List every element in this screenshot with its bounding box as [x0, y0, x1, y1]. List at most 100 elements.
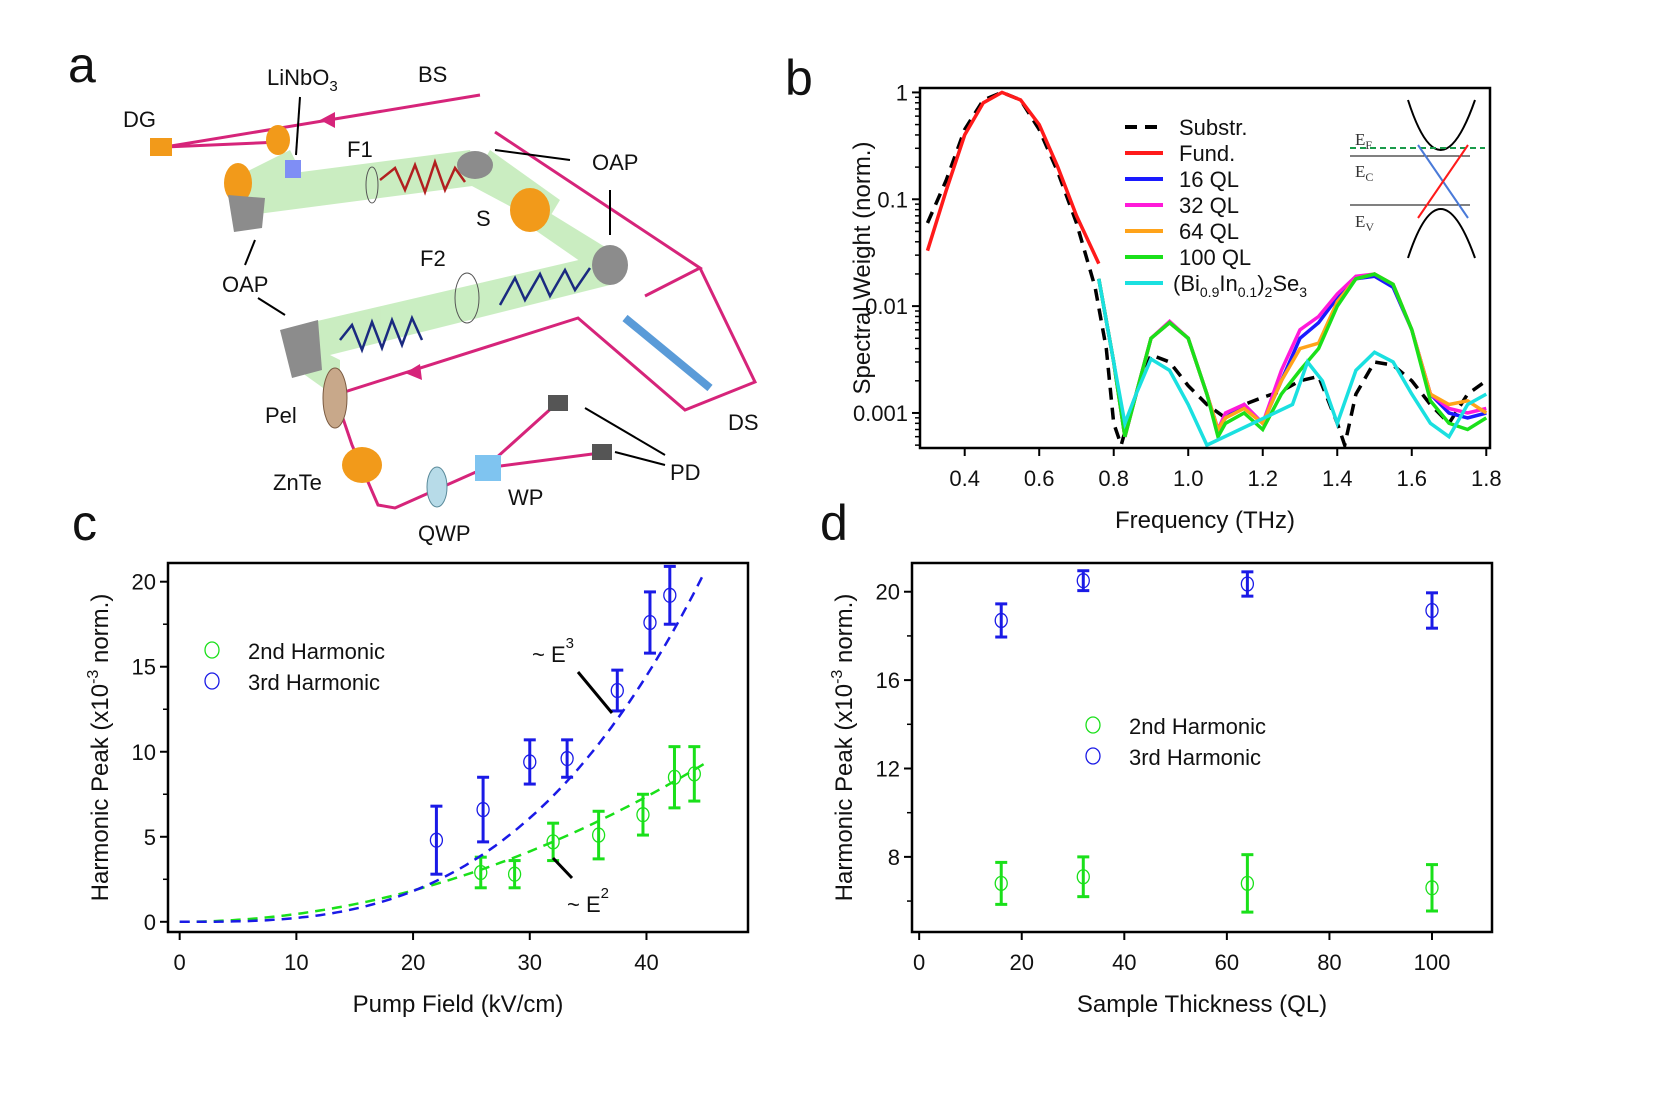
label-oap-right: OAP	[592, 150, 638, 175]
legend-label-part: Se	[1272, 271, 1299, 296]
oap-mirror	[457, 151, 493, 179]
inset-label-ef: EF	[1355, 130, 1372, 152]
y-tick-label: 12	[876, 756, 900, 781]
plot-area	[925, 90, 1488, 448]
data-point	[1076, 855, 1090, 899]
inset-label-ev: EV	[1355, 212, 1374, 234]
annotation-leader	[576, 671, 614, 714]
series-line-0	[925, 90, 1488, 448]
series-line-1	[925, 90, 1101, 265]
wave-pulse	[339, 314, 424, 354]
y-tick-label: 5	[144, 825, 156, 850]
marker	[1425, 602, 1439, 619]
marker	[523, 754, 537, 770]
data-point	[1425, 591, 1439, 630]
beam-arrow	[405, 364, 422, 380]
x-tick-label: 0	[913, 950, 925, 975]
label-f1: F1	[347, 137, 373, 162]
data-point	[1240, 853, 1255, 914]
marker	[474, 864, 488, 881]
marker	[636, 807, 650, 823]
marker	[507, 866, 522, 882]
x-tick-label: 1.6	[1396, 466, 1427, 491]
marker	[663, 587, 677, 603]
label-f2: F2	[420, 246, 446, 271]
photodiode	[548, 395, 568, 411]
legend-marker	[204, 641, 220, 659]
y-tick-label: 0.001	[853, 401, 908, 426]
x-tick-label: 0.8	[1098, 466, 1129, 491]
x-tick-label: 1.8	[1471, 466, 1502, 491]
data-point	[507, 859, 522, 890]
delay-stage-arrow	[622, 314, 713, 392]
data-point	[523, 738, 537, 786]
wollaston-prism	[475, 455, 501, 481]
inset-label-ec: EC	[1355, 162, 1373, 184]
x-tick-label: 20	[1010, 950, 1034, 975]
inset-label-sub: C	[1365, 170, 1373, 184]
charts: 0.4 0.6 0.8 1.0 1.2 1.4 1.6 1.8 1 0.1 0.01 0.001 Fre…	[85, 80, 1502, 1018]
data-point	[610, 668, 624, 713]
chart-c: 0 10 20 30 40 0 5 10 15 20 Pump Field (kV/cm) Harmo…	[85, 561, 750, 1018]
setup-diagram: LiNbO3 BS DG F1 OAP S OAP F2 Pel ZnTe DS…	[123, 62, 759, 546]
inset-label-sub: F	[1365, 138, 1372, 152]
y-tick-label: 0.1	[877, 187, 908, 212]
legend-label: 64 QL	[1179, 219, 1239, 244]
x-tick-label: 40	[1112, 950, 1136, 975]
label-qwp: QWP	[418, 521, 471, 546]
wave-pulse	[498, 267, 592, 306]
legend-label: 3rd Harmonic	[248, 670, 380, 695]
photodiode	[592, 444, 612, 460]
panel-label-b: b	[785, 50, 813, 106]
annotation-e2: ~ E2	[567, 885, 609, 917]
data-point	[474, 855, 488, 890]
label-wp: WP	[508, 485, 543, 510]
marker	[1240, 875, 1255, 892]
legend-label: 100 QL	[1179, 245, 1251, 270]
linbo3-crystal	[285, 160, 301, 178]
series-line-5	[1097, 272, 1488, 442]
plot-frame	[166, 561, 750, 934]
marker	[546, 834, 560, 850]
y-tick-label: 10	[132, 740, 156, 765]
pellicle	[322, 367, 348, 429]
y-axis-label-tail: norm.)	[87, 594, 114, 670]
oap-mirror	[224, 163, 265, 232]
legend-label: 3rd Harmonic	[1129, 745, 1261, 770]
x-tick-label: 100	[1414, 950, 1451, 975]
plot-area	[994, 569, 1439, 914]
marker	[643, 614, 657, 631]
oap-mirror	[592, 245, 628, 285]
y-tick-label: 8	[888, 845, 900, 870]
y-axis-label: Harmonic Peak (x10-3 norm.)	[85, 594, 114, 902]
legend-label-part: )	[1257, 271, 1264, 296]
data-point	[667, 745, 682, 810]
label-linbo3: LiNbO3	[267, 65, 338, 95]
y-tick-label: 20	[132, 570, 156, 595]
data-point	[476, 775, 490, 844]
inset-label-main: E	[1355, 162, 1365, 181]
leader-line	[244, 239, 256, 266]
x-tick-label: 20	[401, 950, 425, 975]
qwp	[426, 466, 448, 508]
legend-label: 16 QL	[1179, 167, 1239, 192]
data-point	[546, 821, 560, 863]
marker	[994, 875, 1008, 892]
legend-label-part: (Bi	[1173, 271, 1200, 296]
marker	[994, 612, 1008, 629]
data-point	[1425, 863, 1439, 913]
panel-label-c: c	[72, 495, 97, 551]
y-axis-label: Harmonic Peak (x10-3 norm.)	[829, 594, 858, 902]
panel-label-d: d	[820, 495, 848, 551]
filter-f2	[454, 272, 480, 324]
valence-band	[1407, 208, 1476, 259]
data-point	[687, 745, 701, 803]
data-point	[643, 590, 657, 655]
x-axis-label: Pump Field (kV/cm)	[353, 991, 564, 1018]
chart-d: 0 20 40 60 80 100 8 12 16 20 Sample Thickness (QL)…	[829, 561, 1494, 1018]
sample-s	[510, 188, 550, 232]
label-pel: Pel	[265, 403, 297, 428]
leader-line	[257, 297, 286, 316]
annotation-main: ~ E	[567, 892, 601, 917]
x-axis-label: Sample Thickness (QL)	[1077, 991, 1327, 1018]
